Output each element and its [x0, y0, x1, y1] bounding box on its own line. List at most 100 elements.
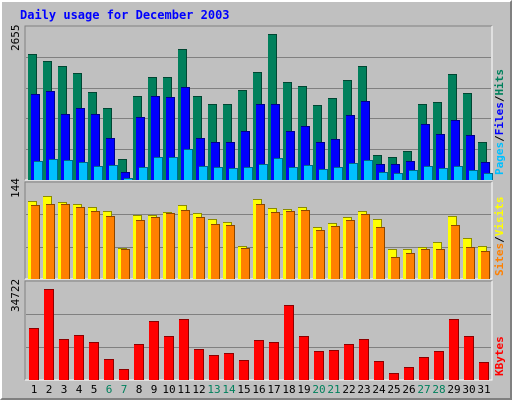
bar-kbytes-day-29: [449, 319, 459, 380]
bar-visits-day-7-edge: [118, 248, 127, 249]
bar-pages-day-2: [49, 159, 58, 180]
bar-sites-day-28-shadow: [444, 249, 445, 279]
bar-visits-day-13-edge: [208, 219, 217, 220]
bar-sites-day-22: [346, 220, 355, 279]
bar-sites-day-11-shadow: [189, 210, 190, 279]
bar-sites-day-9: [151, 217, 160, 279]
bar-visits-day-21-edge: [328, 223, 337, 224]
bar-sites-day-18: [286, 211, 295, 279]
bar-pages-day-1-shadow: [42, 161, 43, 180]
bar-pages-day-20: [319, 169, 328, 180]
bar-kbytes-day-29-shadow: [458, 319, 459, 380]
bar-sites-day-21-shadow: [339, 226, 340, 279]
bar-files-day-4-shadow: [84, 108, 85, 180]
legend-part: /: [493, 135, 506, 142]
legend-part: /: [493, 236, 506, 243]
bar-files-day-25-shadow: [399, 164, 400, 180]
bar-files-day-24-edge: [376, 164, 385, 165]
bar-pages-day-29: [454, 166, 463, 180]
bar-kbytes-day-12-edge: [194, 349, 204, 350]
bar-sites-day-24-shadow: [384, 227, 385, 279]
legend-part: Visits: [493, 197, 506, 237]
bar-sites-day-16-shadow: [264, 204, 265, 279]
bar-kbytes-day-25-shadow: [398, 373, 399, 380]
bar-files-day-14: [226, 142, 235, 180]
bar-sites-day-12: [196, 217, 205, 279]
bar-files-day-8-edge: [136, 117, 145, 118]
bar-files-day-14-edge: [226, 142, 235, 143]
bar-sites-day-10-edge: [166, 213, 175, 214]
bar-sites-day-22-shadow: [354, 220, 355, 279]
bar-kbytes-day-17: [269, 342, 279, 380]
bar-files-day-30-shadow: [474, 135, 475, 180]
day-label-12: 12: [192, 383, 205, 396]
bar-visits-day-23-edge: [358, 211, 367, 212]
bar-sites-day-3: [61, 204, 70, 279]
bar-pages-day-19: [304, 165, 313, 180]
bar-pages-day-14-shadow: [237, 168, 238, 180]
bar-files-day-12-shadow: [204, 138, 205, 180]
bar-files-day-20-edge: [316, 142, 325, 143]
bar-pages-day-15-shadow: [252, 167, 253, 180]
bar-pages-day-28: [439, 168, 448, 180]
bar-pages-day-6: [109, 165, 118, 180]
bar-pages-day-9: [154, 157, 163, 180]
bar-kbytes-day-30-edge: [464, 336, 474, 337]
bar-pages-day-5-edge: [94, 166, 103, 167]
bar-pages-day-5: [94, 166, 103, 180]
bar-sites-day-1-shadow: [39, 205, 40, 279]
bar-pages-day-19-edge: [304, 165, 313, 166]
bar-kbytes-day-25-edge: [389, 373, 399, 374]
bar-pages-day-27-shadow: [432, 166, 433, 180]
bar-sites-day-10-shadow: [174, 213, 175, 279]
bar-hits-day-7-shadow: [126, 159, 127, 180]
bar-pages-day-1: [34, 161, 43, 180]
bar-kbytes-day-10-edge: [164, 336, 174, 337]
bar-kbytes-day-1-edge: [29, 328, 39, 329]
bar-sites-day-15-edge: [241, 248, 250, 249]
legend-part: Files: [493, 102, 506, 135]
bar-visits-day-1-edge: [28, 201, 37, 202]
bar-sites-day-10: [166, 213, 175, 279]
bar-pages-day-3-shadow: [72, 160, 73, 180]
bar-sites-day-3-edge: [61, 204, 70, 205]
bar-files-day-15: [241, 131, 250, 180]
bar-kbytes-day-15-edge: [239, 360, 249, 361]
bar-pages-day-30: [469, 170, 478, 180]
bar-files-day-8: [136, 117, 145, 180]
bar-sites-day-23-edge: [361, 214, 370, 215]
bar-files-day-22: [346, 115, 355, 180]
bar-files-day-5-edge: [91, 114, 100, 115]
bar-pages-day-26: [409, 170, 418, 180]
day-label-16: 16: [252, 383, 265, 396]
bar-pages-day-21: [334, 167, 343, 180]
bar-files-day-7-shadow: [129, 172, 130, 180]
bar-pages-day-4: [79, 162, 88, 180]
day-label-15: 15: [237, 383, 250, 396]
bar-sites-day-2-edge: [46, 204, 55, 205]
bar-sites-day-20: [316, 230, 325, 279]
bar-kbytes-day-24: [374, 361, 384, 380]
bar-kbytes-day-5-shadow: [98, 342, 99, 380]
bar-sites-day-4: [76, 207, 85, 279]
bar-pages-day-3-edge: [64, 160, 73, 161]
bar-pages-day-18-edge: [289, 167, 298, 168]
bar-files-day-2-edge: [46, 91, 55, 92]
bar-files-day-19-shadow: [309, 126, 310, 180]
bar-sites-day-20-edge: [316, 230, 325, 231]
bar-sites-day-14-shadow: [234, 225, 235, 279]
bar-kbytes-day-18: [284, 305, 294, 380]
bar-sites-day-13: [211, 224, 220, 279]
x-axis-day-labels: 1 2 3 4 5 6 7 8 9 10 11 12 13 14 15 16 17 18 19 20 21 22 23 24 2…: [31, 383, 491, 396]
bar-kbytes-day-24-edge: [374, 361, 384, 362]
bar-pages-day-4-edge: [79, 162, 88, 163]
bar-hits-day-28-edge: [433, 102, 442, 103]
bar-visits-day-4-edge: [73, 204, 82, 205]
bar-kbytes-day-9-shadow: [158, 321, 159, 380]
bar-sites-day-25-edge: [391, 257, 400, 258]
bar-pages-day-16-shadow: [267, 164, 268, 180]
bar-kbytes-day-30: [464, 336, 474, 380]
bar-kbytes-day-6: [104, 359, 114, 380]
bar-kbytes-day-25: [389, 373, 399, 380]
day-label-28: 28: [432, 383, 445, 396]
